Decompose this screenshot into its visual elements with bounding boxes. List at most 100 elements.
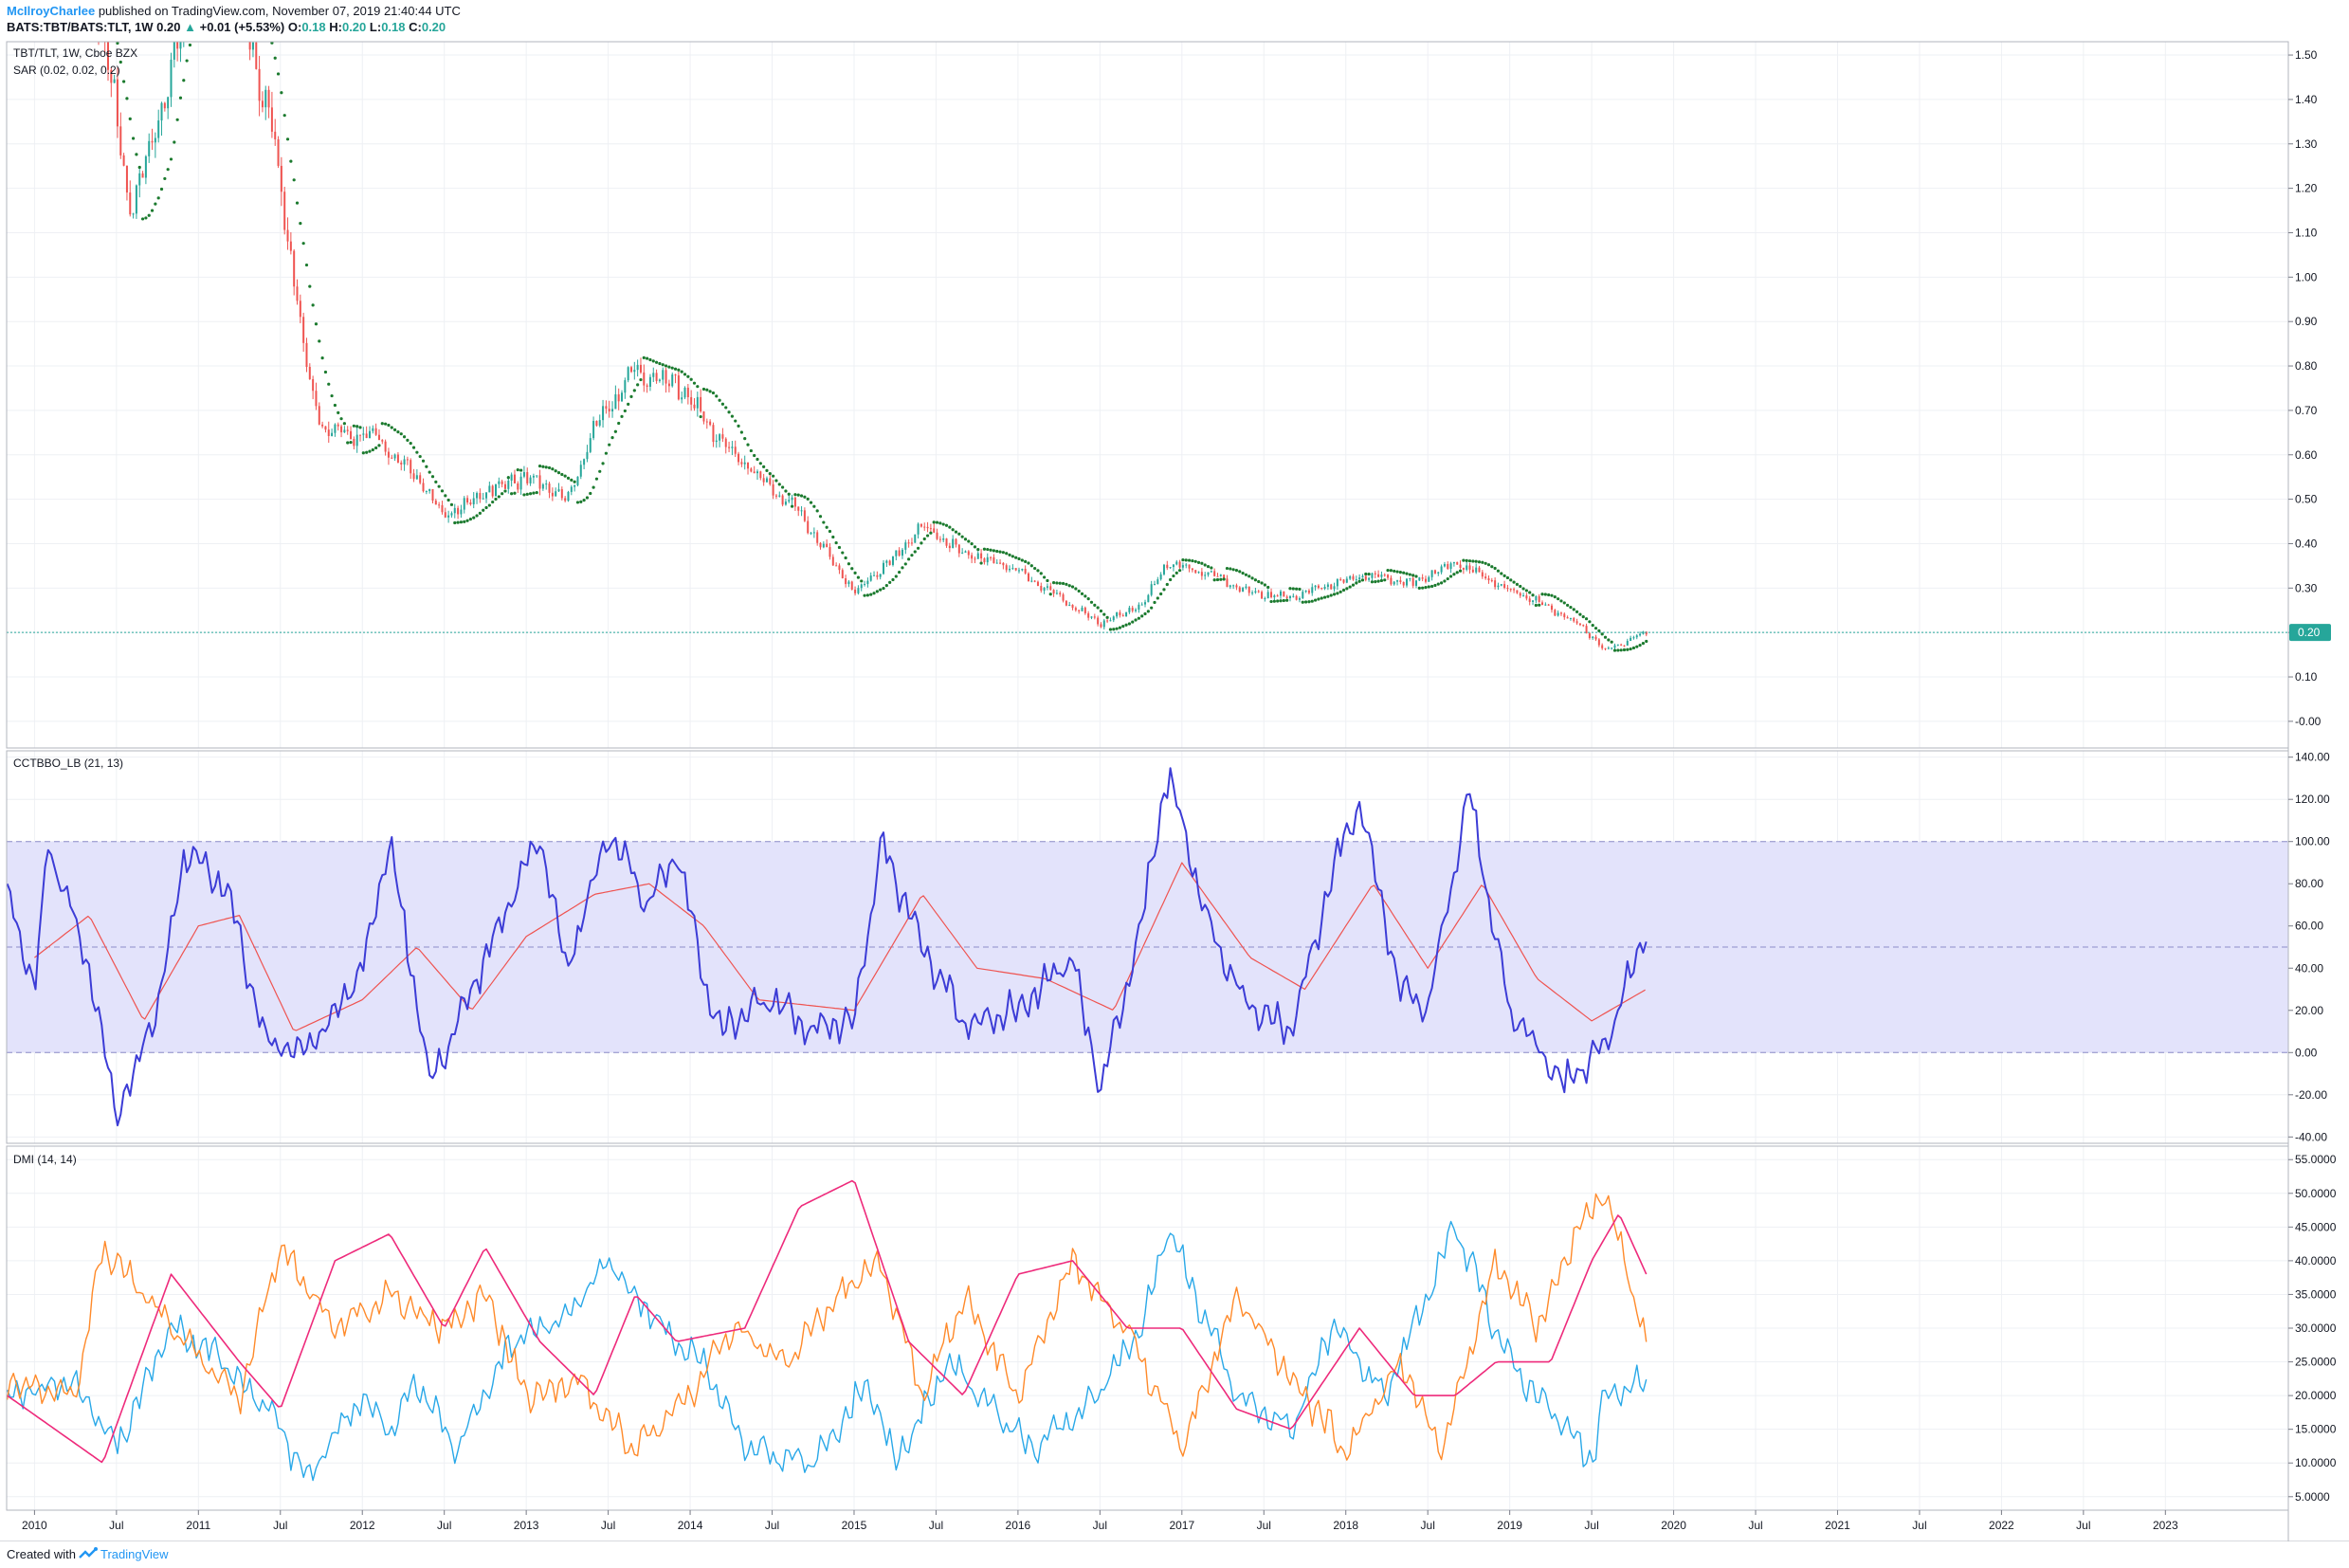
candle-body [293, 250, 296, 287]
candle-body [737, 453, 740, 463]
sar-dot [1212, 578, 1216, 582]
oscillator-axis-tick-label: 120.00 [2295, 793, 2330, 806]
sar-dot [1452, 573, 1456, 576]
candle-body [715, 440, 718, 443]
candle-body [1295, 595, 1298, 600]
sar-dot [834, 540, 838, 545]
sar-dot [608, 443, 611, 447]
sar-dot [1231, 568, 1235, 572]
high-label: H: [329, 20, 342, 34]
candle-body [690, 396, 693, 405]
time-axis-label: 2021 [1825, 1519, 1850, 1532]
sar-dot [1638, 643, 1642, 647]
sar-dot [982, 547, 987, 551]
sar-dot [358, 426, 362, 429]
sar-dot [1229, 567, 1232, 571]
candle-body [1304, 590, 1307, 593]
candle-body [1352, 575, 1355, 580]
candle-body [1371, 573, 1374, 578]
sar-dot [1077, 589, 1081, 593]
candle-body [1083, 607, 1086, 613]
sar-dot [888, 580, 892, 584]
symbol-name[interactable]: BATS:TBT/BATS:TLT [7, 20, 128, 34]
footer: Created with TradingView [0, 1541, 2349, 1568]
sar-dot [636, 383, 640, 387]
sar-dot [1310, 599, 1314, 603]
sar-dot [519, 468, 523, 472]
candle-body [1456, 561, 1459, 565]
candle-body [463, 498, 465, 510]
candle-body [1298, 598, 1301, 600]
sar-dot [803, 495, 807, 499]
candle-body [372, 428, 374, 431]
sar-dot [430, 475, 435, 479]
candle-body [812, 532, 815, 534]
sar-dot [998, 550, 1002, 554]
sar-dot [1610, 640, 1613, 644]
candle-body [479, 493, 482, 500]
candle-body [1106, 620, 1109, 622]
candle-body [1466, 565, 1468, 570]
sar-dot [295, 201, 300, 205]
tradingview-link[interactable]: TradingView [100, 1547, 169, 1561]
sar-dot [1165, 582, 1169, 587]
sar-dot [532, 491, 536, 495]
sar-dot [739, 430, 743, 434]
sar-dot [847, 562, 851, 566]
sar-dot [762, 465, 766, 468]
candle-body [410, 460, 412, 474]
candle-body [327, 429, 330, 436]
oscillator-axis-tick-label: 0.00 [2295, 1046, 2318, 1059]
candle-body [793, 497, 796, 507]
sar-dot [938, 521, 942, 525]
interval-label[interactable]: 1W [135, 20, 154, 34]
candle-body [1178, 561, 1181, 568]
sar-dot [594, 477, 599, 481]
sar-dot [320, 356, 324, 360]
author-link[interactable]: McIlroyCharlee [7, 4, 96, 18]
candle-body [513, 474, 516, 483]
sar-dot [1051, 581, 1056, 585]
sar-dot [941, 522, 945, 526]
sar-dot [1024, 559, 1028, 563]
candle-body [920, 523, 922, 527]
sar-dot [1562, 601, 1566, 605]
sar-dot [730, 414, 735, 418]
candle-body [343, 429, 346, 433]
candle-body [1541, 602, 1544, 606]
sar-dot [1593, 627, 1598, 630]
candle-body [1402, 582, 1405, 586]
candle-body [810, 533, 812, 535]
sar-dot [484, 505, 488, 510]
candle-body [756, 471, 759, 474]
sar-dot [285, 137, 290, 141]
candle-body [151, 140, 154, 143]
candle-body [564, 498, 567, 501]
candle-body [589, 438, 592, 452]
sar-dot [1411, 574, 1415, 577]
candle-body [624, 380, 627, 393]
sar-dot [1150, 606, 1154, 610]
sar-dot [1367, 573, 1371, 576]
sar-dot [392, 428, 397, 431]
candle-body [621, 392, 624, 402]
candle-body [923, 526, 926, 528]
last-price-marker [2289, 624, 2331, 642]
sar-dot [1134, 618, 1138, 622]
candle-body [1528, 598, 1531, 602]
sar-dot [853, 571, 857, 574]
candle-body [747, 462, 750, 469]
candle-body [1223, 574, 1226, 579]
candle-body [1185, 564, 1188, 566]
sar-dot [1269, 599, 1273, 604]
candle-body [1135, 610, 1138, 611]
candle-body [662, 370, 665, 380]
sar-dot [1641, 641, 1646, 646]
sar-dot [1115, 627, 1119, 630]
sar-dot [1295, 587, 1299, 591]
candle-body [415, 475, 418, 480]
sar-dot [777, 483, 781, 486]
candle-body [400, 462, 403, 465]
sar-dot [932, 520, 936, 524]
